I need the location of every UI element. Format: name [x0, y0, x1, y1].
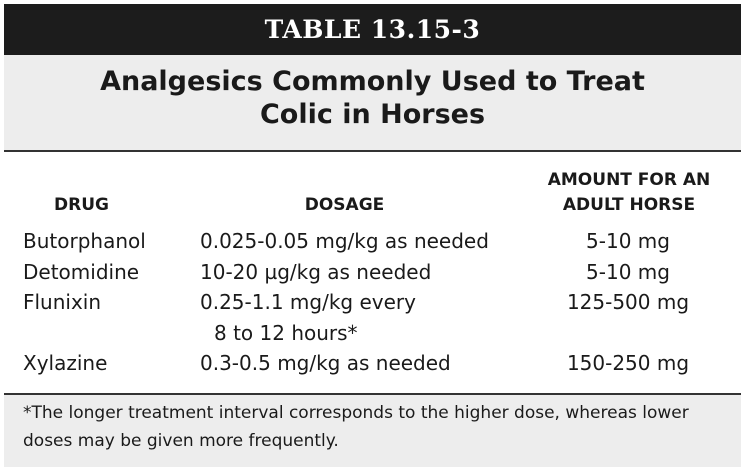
amount-cell: 5-10 mg	[586, 229, 670, 253]
dosage-cell-line-2: 8 to 12 hours*	[214, 320, 358, 345]
column-headers: DRUG DOSAGE AMOUNT FOR AN ADULT HORSE	[4, 152, 741, 222]
column-header-amount: AMOUNT FOR AN ADULT HORSE	[524, 168, 734, 218]
dosage-cell: 0.025-0.05 mg/kg as needed	[200, 229, 489, 253]
amount-cell: 5-10 mg	[586, 259, 670, 284]
table-title-line-2: Colic in Horses	[259, 99, 486, 130]
table-number: TABLE 13.15-3	[4, 4, 741, 55]
dosage-cell: 0.25-1.1 mg/kg every 8 to 12 hours*	[200, 287, 416, 348]
table-row: Butorphanol 0.025-0.05 mg/kg as needed 5…	[4, 226, 741, 257]
table-title-line-1: Analgesics Commonly Used to Treat	[100, 66, 645, 97]
header-divider	[4, 150, 741, 152]
footnote-divider	[4, 393, 741, 395]
drug-cell: Xylazine	[23, 351, 108, 375]
drug-cell: Butorphanol	[23, 229, 146, 253]
column-header-drug: DRUG	[54, 195, 109, 215]
table-title: Analgesics Commonly Used to Treat Colic …	[4, 55, 741, 150]
column-header-amount-line-1: AMOUNT FOR AN	[547, 170, 711, 190]
amount-cell: 150-250 mg	[566, 351, 690, 375]
drug-cell: Detomidine	[23, 259, 140, 284]
table-row: Flunixin 0.25-1.1 mg/kg every 8 to 12 ho…	[4, 287, 741, 348]
analgesics-table: TABLE 13.15-3 Analgesics Commonly Used t…	[4, 4, 741, 467]
column-header-dosage: DOSAGE	[304, 195, 385, 215]
dosage-cell: 10-20 µg/kg as needed	[200, 259, 432, 284]
table-row: Xylazine 0.3-0.5 mg/kg as needed 150-250…	[4, 348, 741, 379]
column-header-amount-line-2: ADULT HORSE	[562, 195, 696, 215]
dosage-cell: 0.3-0.5 mg/kg as needed	[200, 351, 451, 375]
drug-cell: Flunixin	[23, 290, 102, 314]
table-footnote: *The longer treatment interval correspon…	[4, 395, 741, 467]
table-row: Detomidine 10-20 µg/kg as needed 5-10 mg	[4, 257, 741, 288]
dosage-cell-line-1: 0.25-1.1 mg/kg every	[200, 290, 416, 314]
amount-cell: 125-500 mg	[566, 290, 690, 314]
table-body: Butorphanol 0.025-0.05 mg/kg as needed 5…	[4, 226, 741, 379]
